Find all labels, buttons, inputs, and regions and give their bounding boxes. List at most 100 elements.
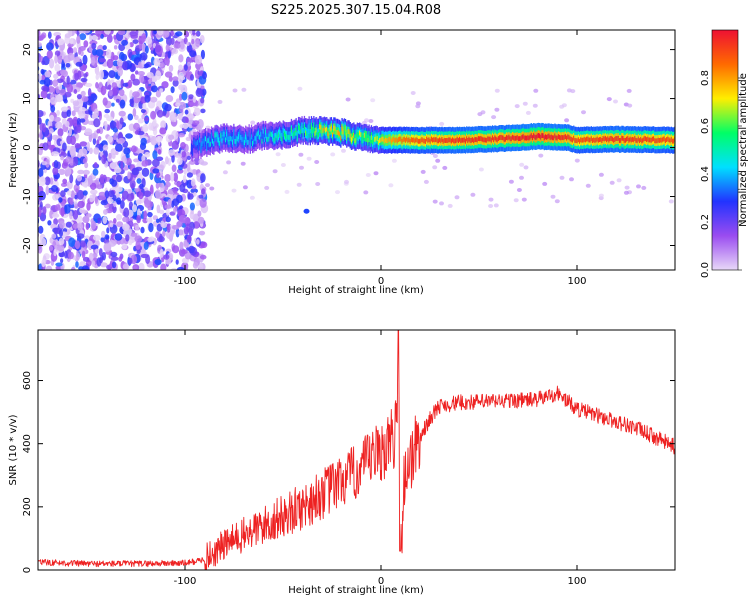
- ridge-cell: [339, 131, 341, 137]
- noise-cell: [157, 148, 162, 155]
- noise-cell: [41, 60, 46, 65]
- noise-cell: [178, 229, 184, 236]
- noise-cell: [68, 237, 76, 247]
- noise-cell: [119, 51, 125, 62]
- scatter-cell: [306, 156, 312, 161]
- ridge-cell: [549, 135, 551, 141]
- ridge-cell: [575, 138, 577, 143]
- noise-cell: [64, 204, 71, 214]
- noise-cell: [114, 233, 123, 241]
- noise-cell: [93, 118, 101, 128]
- ridge-cell: [435, 137, 437, 142]
- noise-cell: [189, 30, 193, 34]
- ridge-cell: [461, 137, 463, 143]
- ridge-cell: [616, 136, 618, 141]
- ridge-cell: [397, 137, 400, 142]
- scatter-cell: [641, 185, 647, 190]
- spectrogram-x-tick-label: -100: [174, 276, 197, 287]
- noise-cell: [92, 137, 97, 145]
- noise-cell: [107, 84, 112, 90]
- noise-cell: [171, 48, 179, 55]
- noise-cell: [164, 181, 171, 188]
- scatter-cell: [205, 183, 210, 188]
- noise-cell: [45, 158, 50, 168]
- noise-cell: [97, 136, 102, 141]
- noise-cell: [39, 130, 43, 140]
- ridge-cell: [655, 138, 657, 144]
- noise-cell: [116, 214, 123, 221]
- ridge-cell: [395, 137, 397, 143]
- noise-cell: [66, 75, 70, 85]
- noise-cell: [63, 98, 68, 104]
- noise-cell: [44, 70, 51, 78]
- noise-cell: [57, 244, 65, 252]
- ridge-cell: [376, 136, 378, 142]
- ridge-cell: [228, 140, 230, 145]
- scatter-cell: [532, 103, 538, 108]
- ridge-cell: [346, 133, 348, 138]
- ridge-cell: [537, 133, 540, 138]
- noise-cell: [147, 211, 153, 218]
- ridge-cell: [570, 136, 572, 142]
- noise-cell: [58, 168, 66, 175]
- noise-cell: [92, 234, 101, 241]
- noise-cell: [177, 133, 185, 138]
- ridge-cell: [194, 140, 196, 146]
- noise-cell: [33, 68, 37, 74]
- ridge-cell: [237, 134, 240, 140]
- noise-cell: [113, 218, 117, 224]
- noise-cell: [60, 258, 64, 264]
- noise-cell: [57, 55, 63, 65]
- noise-cell: [87, 175, 93, 186]
- noise-cell: [198, 194, 204, 199]
- noise-cell: [73, 89, 78, 94]
- ridge-cell: [426, 136, 428, 142]
- ridge-cell: [633, 137, 635, 143]
- noise-cell: [65, 221, 72, 228]
- noise-cell: [195, 199, 200, 207]
- noise-cell: [190, 74, 194, 81]
- noise-cell: [91, 260, 96, 267]
- noise-cell: [129, 89, 133, 100]
- noise-cell: [64, 167, 72, 177]
- ridge-cell: [590, 136, 592, 142]
- noise-cell: [165, 156, 169, 165]
- ridge-cell: [207, 138, 209, 144]
- scatter-cell: [613, 99, 618, 104]
- ridge-cell: [399, 136, 401, 142]
- ridge-cell: [490, 137, 493, 143]
- noise-cell: [172, 79, 179, 87]
- ridge-cell: [364, 133, 367, 139]
- noise-cell: [113, 34, 117, 40]
- ridge-cell: [587, 136, 589, 142]
- noise-cell: [58, 238, 65, 246]
- noise-cell: [107, 190, 115, 198]
- ridge-cell: [571, 137, 574, 143]
- noise-cell: [38, 158, 39, 161]
- ridge-cell: [384, 137, 387, 143]
- noise-cell: [127, 171, 131, 180]
- ridge-cell: [190, 146, 193, 152]
- noise-cell: [51, 151, 60, 157]
- ridge-cell: [452, 137, 454, 143]
- scatter-cell: [280, 163, 286, 167]
- ridge-cell: [347, 129, 349, 134]
- ridge-cell: [666, 137, 668, 142]
- ridge-cell: [359, 130, 361, 136]
- noise-cell: [120, 200, 125, 209]
- noise-cell: [144, 151, 151, 158]
- noise-cell: [178, 84, 184, 91]
- ridge-cell: [214, 132, 216, 138]
- noise-cell: [116, 197, 122, 205]
- noise-cell: [178, 113, 183, 121]
- scatter-cell: [550, 194, 556, 199]
- noise-cell: [164, 71, 173, 78]
- noise-cell: [98, 191, 106, 197]
- scatter-cell: [410, 91, 416, 95]
- noise-cell: [59, 69, 67, 76]
- ridge-cell: [453, 138, 455, 144]
- ridge-cell: [329, 126, 331, 132]
- spectrogram-y-label: Frequency (Hz): [8, 112, 19, 188]
- noise-cell: [156, 218, 160, 223]
